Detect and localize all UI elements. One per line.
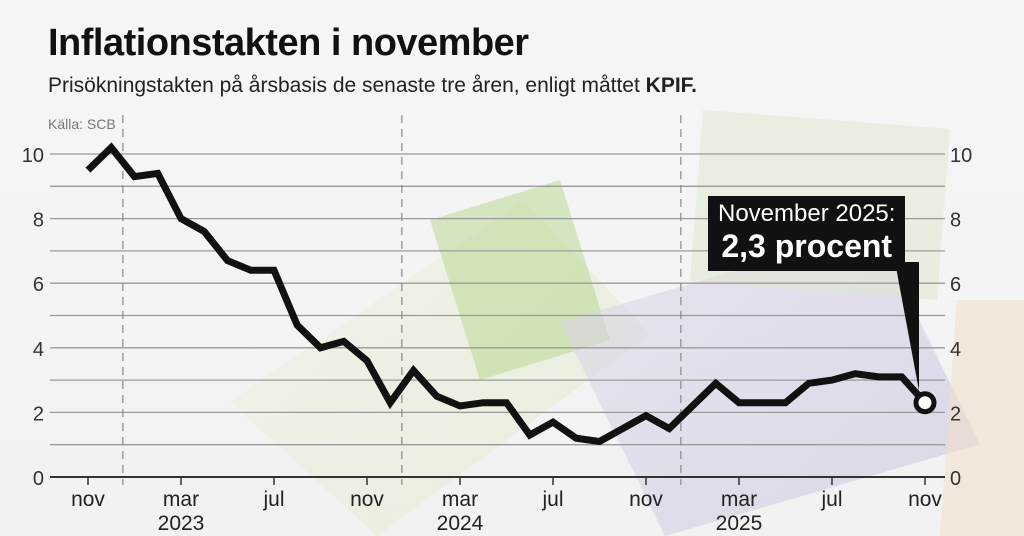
- y-tick-label-right: 10: [950, 145, 972, 167]
- chart-subtitle: Prisökningstakten på årsbasis de senaste…: [48, 74, 697, 98]
- x-tick-label: mar: [721, 488, 757, 511]
- y-tick-label-left: 10: [22, 145, 44, 167]
- y-tick-label-right: 4: [950, 339, 961, 361]
- x-tick-label: mar: [163, 488, 199, 511]
- y-tick-label-left: 2: [33, 403, 44, 425]
- subtitle-text: Prisökningstakten på årsbasis de senaste…: [48, 74, 646, 97]
- x-tick-label: nov: [908, 488, 942, 511]
- y-tick-label-left: 6: [33, 274, 44, 296]
- y-tick-label-right: 6: [950, 274, 961, 296]
- series-line: [85, 142, 928, 446]
- source-label: Källa: SCB: [48, 116, 116, 132]
- last-point-marker: [913, 391, 937, 415]
- callout-pointer: [895, 262, 919, 391]
- x-tick-label: nov: [350, 488, 384, 511]
- y-tick-label-right: 2: [950, 403, 961, 425]
- y-tick-label-left: 4: [33, 339, 44, 361]
- x-year-label: 2025: [716, 512, 763, 535]
- chart-title: Inflationstakten i november: [48, 22, 529, 64]
- subtitle-bold: KPIF.: [645, 74, 698, 97]
- callout-line2: 2,3 procent: [721, 228, 893, 264]
- y-tick-label-left: 8: [33, 210, 44, 232]
- y-tick-label-right: 0: [950, 468, 961, 490]
- x-tick-label: nov: [629, 488, 663, 511]
- x-tick-label: jul: [262, 488, 284, 511]
- x-tick-label: nov: [71, 488, 105, 511]
- y-tick-label-left: 0: [33, 468, 44, 490]
- callout-line1: November 2025:: [718, 200, 896, 227]
- y-tick-label-right: 8: [950, 210, 961, 232]
- x-tick-label: jul: [541, 488, 563, 511]
- x-tick-label: jul: [820, 488, 842, 511]
- x-tick-label: mar: [442, 488, 478, 511]
- x-year-label: 2024: [437, 512, 484, 535]
- x-year-label: 2023: [158, 512, 205, 535]
- callout-box: November 2025: 2,3 procent: [708, 196, 906, 271]
